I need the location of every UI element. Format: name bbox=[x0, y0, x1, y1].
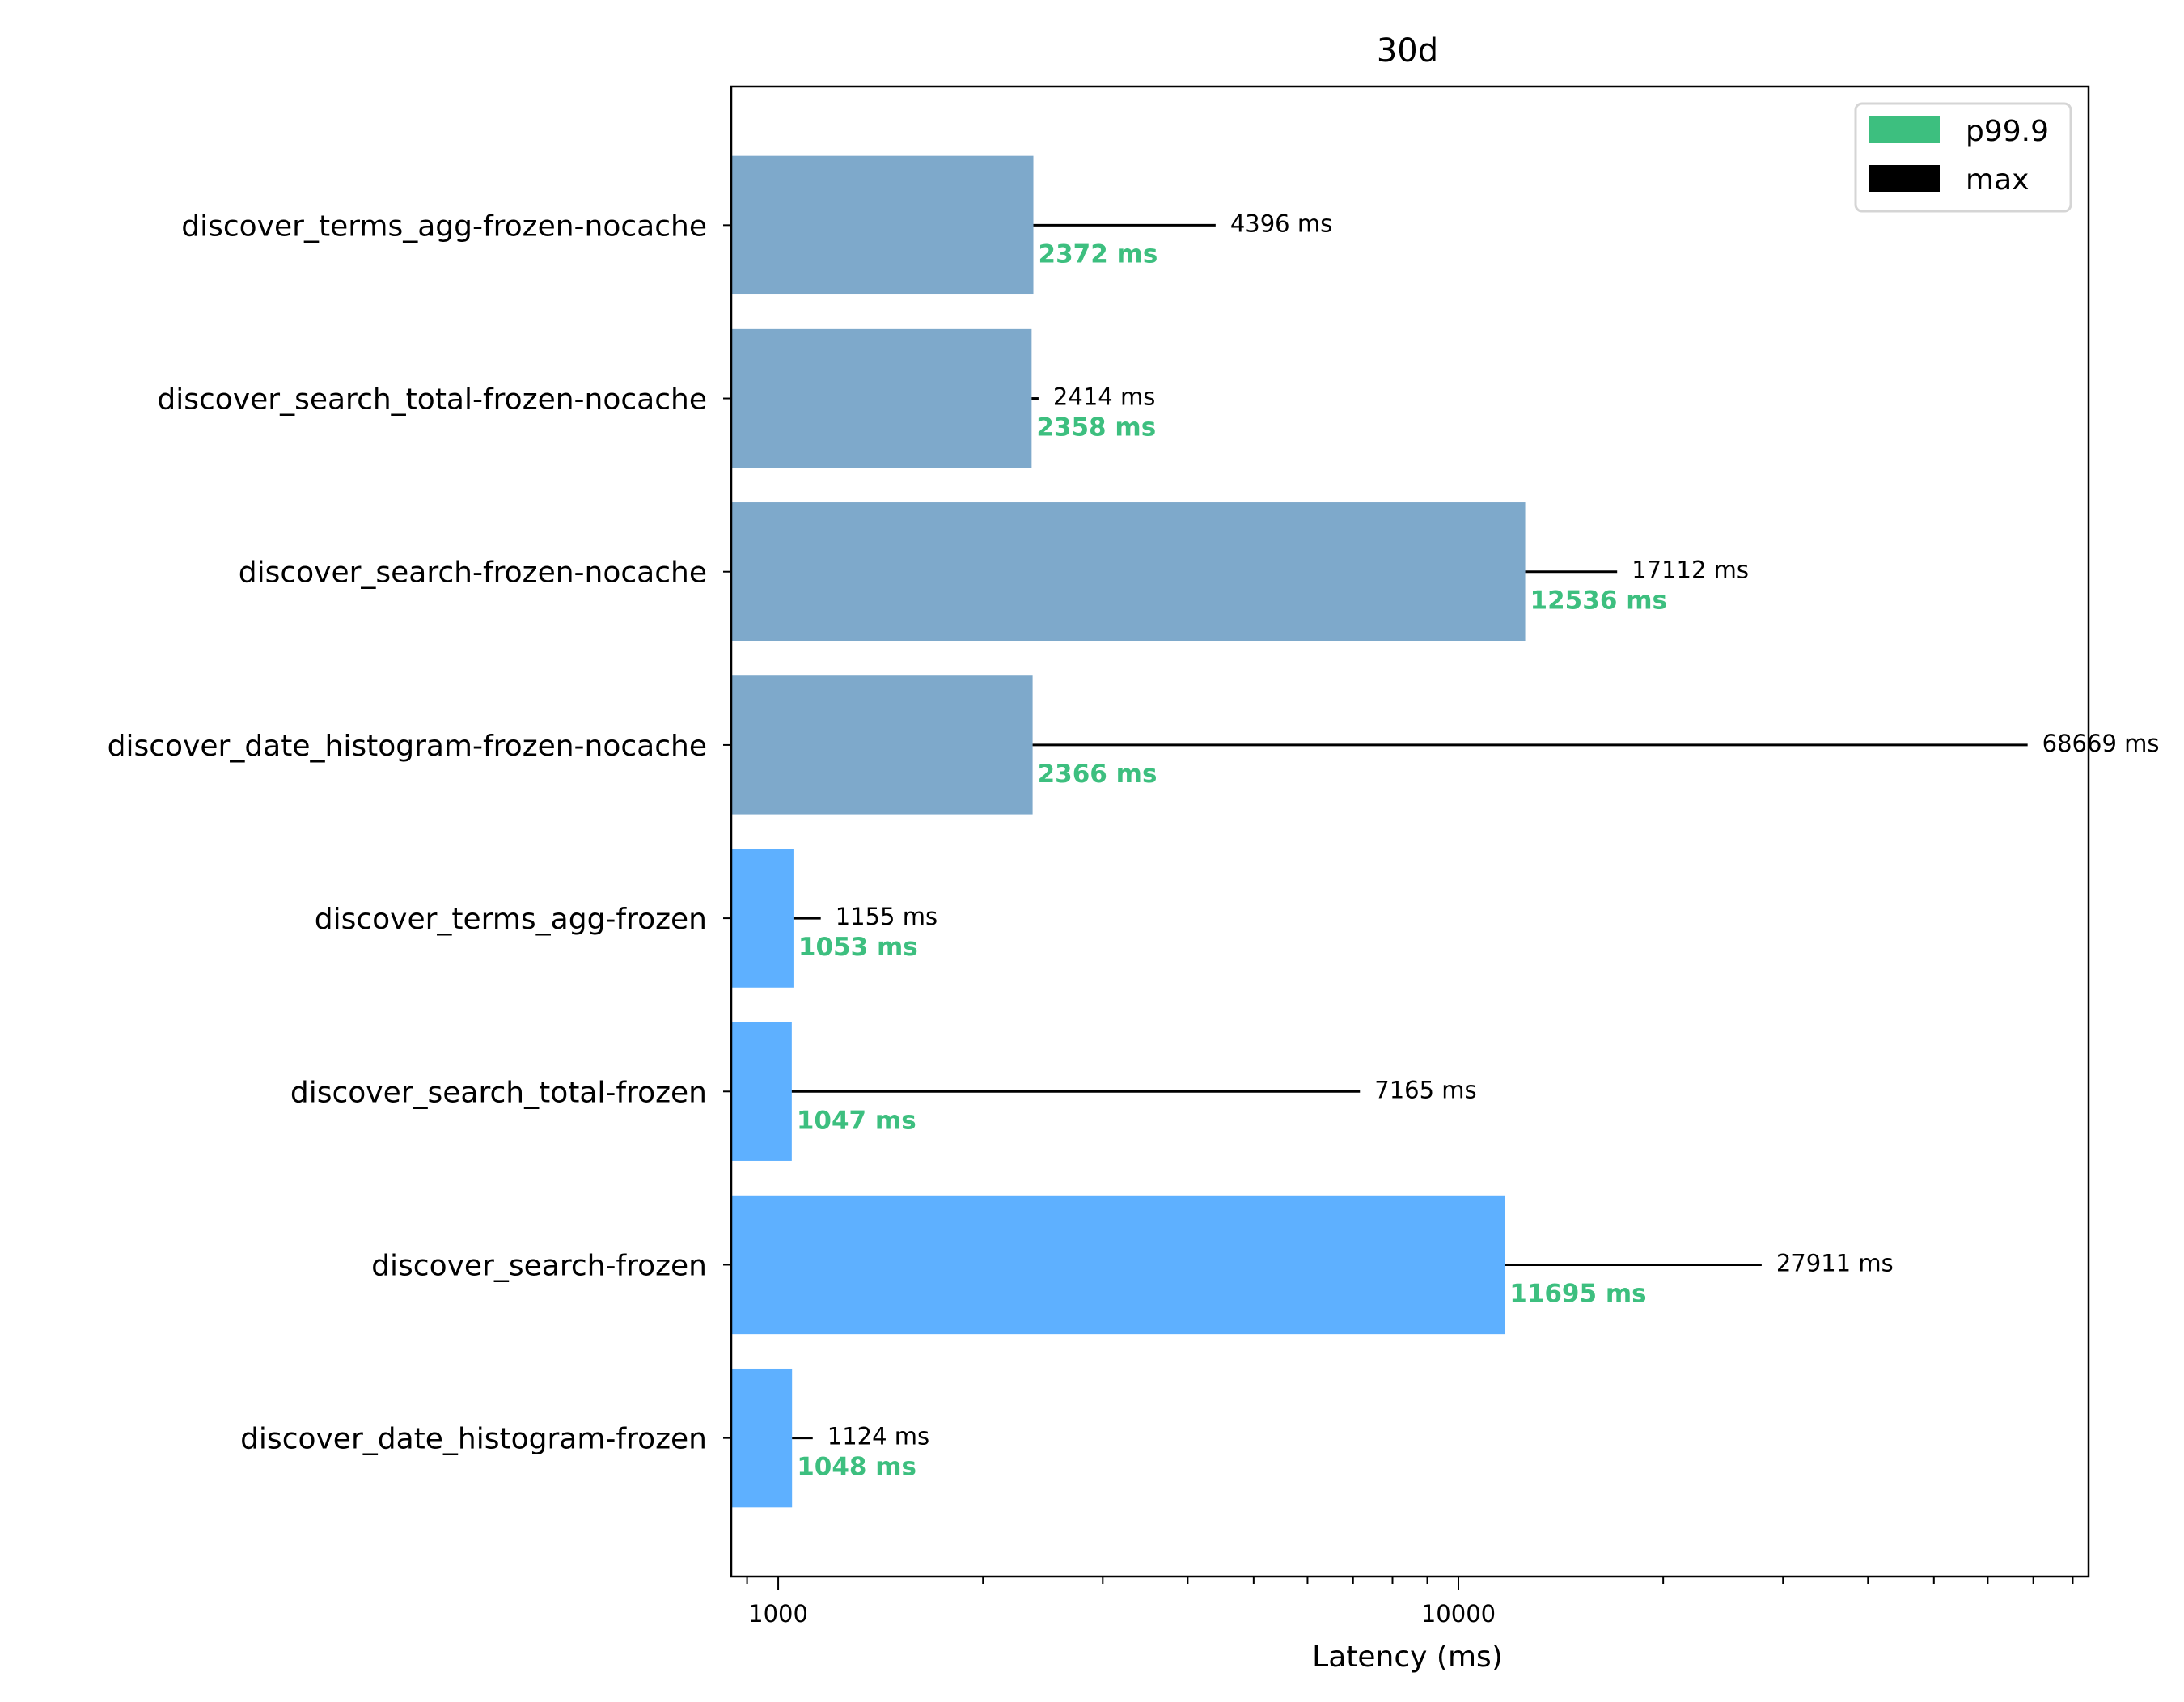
max-label: 68669 ms bbox=[2042, 730, 2160, 757]
max-label: 7165 ms bbox=[1374, 1076, 1476, 1103]
bar-p99.9 bbox=[731, 1195, 1505, 1335]
y-tick-label: discover_date_histogram-frozen-nocache bbox=[108, 730, 707, 763]
p99.9-label: 1048 ms bbox=[797, 1453, 916, 1482]
y-tick-label: discover_search-frozen bbox=[371, 1249, 707, 1282]
x-tick-label: 1000 bbox=[748, 1600, 808, 1628]
max-label: 1155 ms bbox=[836, 903, 938, 930]
max-label: 27911 ms bbox=[1776, 1249, 1894, 1276]
y-tick-label: discover_search_total-frozen bbox=[290, 1076, 707, 1109]
max-label: 1124 ms bbox=[827, 1423, 929, 1450]
chart-title: 30d bbox=[1377, 32, 1438, 70]
legend: p99.9 max bbox=[1854, 102, 2072, 213]
p99.9-label: 2372 ms bbox=[1039, 239, 1158, 269]
p99.9-label: 1053 ms bbox=[798, 933, 918, 962]
legend-label-p99.9: p99.9 bbox=[1966, 115, 2049, 148]
p99.9-label: 2358 ms bbox=[1036, 413, 1156, 442]
legend-swatch-max bbox=[1869, 165, 1940, 192]
y-tick-label: discover_search-frozen-nocache bbox=[239, 557, 707, 590]
y-tick-label: discover_date_histogram-frozen bbox=[240, 1423, 707, 1456]
p99.9-label: 11695 ms bbox=[1509, 1279, 1646, 1308]
bar-p99.9 bbox=[731, 1022, 792, 1161]
plot-frame bbox=[730, 85, 2090, 1578]
max-label: 4396 ms bbox=[1230, 210, 1332, 237]
bar-p99.9 bbox=[731, 155, 1034, 295]
p99.9-label: 1047 ms bbox=[797, 1106, 916, 1135]
x-axis-label: Latency (ms) bbox=[1312, 1641, 1503, 1674]
legend-label-max: max bbox=[1966, 163, 2029, 197]
max-label: 17112 ms bbox=[1632, 557, 1749, 584]
y-tick-label: discover_terms_agg-frozen bbox=[315, 903, 707, 936]
y-tick-label: discover_search_total-frozen-nocache bbox=[157, 383, 707, 417]
p99.9-label: 12536 ms bbox=[1530, 586, 1667, 616]
max-label: 2414 ms bbox=[1053, 383, 1155, 411]
bar-p99.9 bbox=[731, 849, 794, 988]
legend-swatch-p99.9 bbox=[1869, 116, 1940, 143]
x-tick-label: 10000 bbox=[1421, 1600, 1496, 1628]
bar-p99.9 bbox=[731, 675, 1033, 815]
bar-p99.9 bbox=[731, 328, 1032, 468]
y-tick-label: discover_terms_agg-frozen-nocache bbox=[181, 210, 707, 243]
bar-p99.9 bbox=[731, 1368, 793, 1508]
p99.9-label: 2366 ms bbox=[1038, 760, 1158, 789]
bar-p99.9 bbox=[731, 502, 1526, 641]
